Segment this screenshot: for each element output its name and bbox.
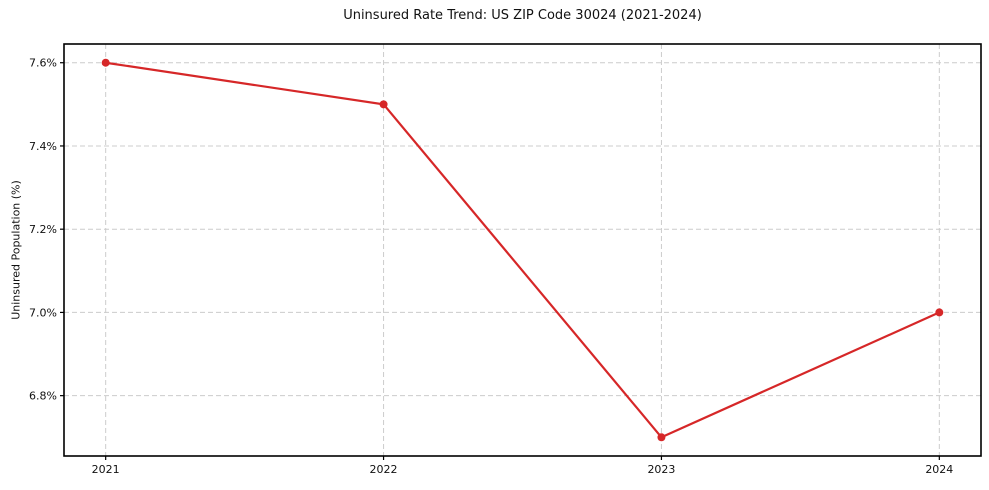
data-point	[379, 100, 388, 109]
x-tick-label: 2023	[647, 463, 675, 476]
x-tick-label: 2024	[925, 463, 953, 476]
y-tick-label: 6.8%	[29, 390, 57, 403]
y-tick-label: 7.2%	[29, 223, 57, 236]
x-tick-label: 2021	[92, 463, 120, 476]
data-point	[101, 58, 110, 67]
axes-border	[63, 43, 982, 457]
x-tick-label: 2022	[370, 463, 398, 476]
chart-title: Uninsured Rate Trend: US ZIP Code 30024 …	[343, 8, 702, 23]
y-tick-label: 7.4%	[29, 140, 57, 153]
data-point	[935, 308, 944, 317]
data-point	[657, 433, 666, 442]
trend-line	[104, 61, 941, 439]
y-tick-label: 7.0%	[29, 306, 57, 319]
y-tick-label: 7.6%	[29, 57, 57, 70]
